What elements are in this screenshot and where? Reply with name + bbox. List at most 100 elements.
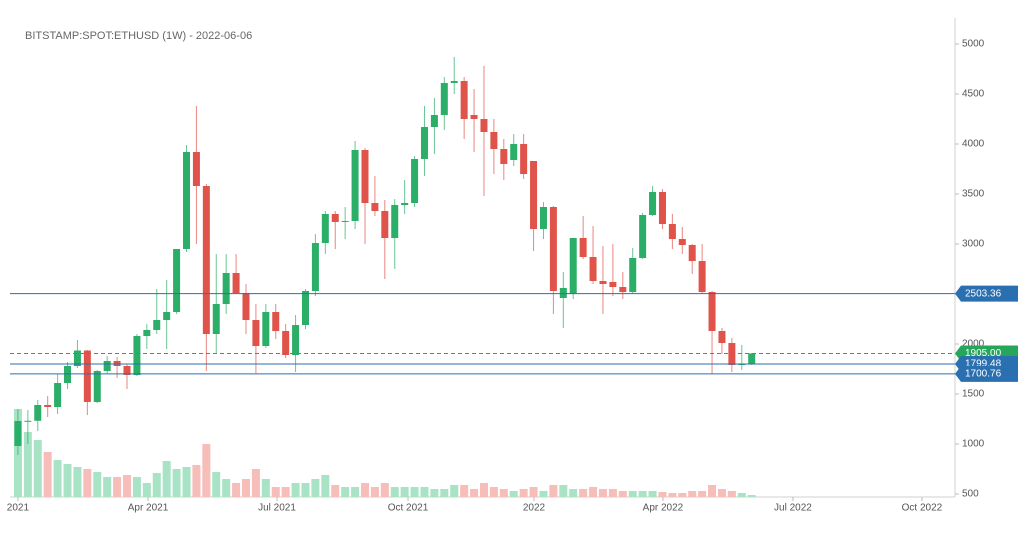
volume-bar — [569, 489, 578, 497]
candle-body — [143, 330, 151, 336]
candle-body — [649, 192, 657, 215]
candle-body — [83, 350, 91, 402]
candle-body — [470, 115, 478, 119]
candle-body — [282, 331, 290, 355]
volume-bar — [499, 489, 508, 497]
candle-body — [490, 132, 498, 149]
candle-body — [569, 238, 577, 294]
candle-body — [639, 215, 647, 258]
volume-bar — [658, 492, 667, 497]
candle-body — [64, 366, 72, 383]
candle-body — [530, 161, 538, 229]
volume-bar — [509, 491, 518, 497]
x-tick-label: Apr 2021 — [128, 503, 169, 514]
candle-body — [321, 214, 329, 243]
volume-bar — [420, 487, 429, 497]
volume-bar — [747, 495, 756, 497]
candle-body — [232, 273, 240, 293]
y-tick-label: 1000 — [962, 439, 985, 450]
candle-body — [103, 361, 111, 371]
volume-bar — [390, 487, 399, 497]
volume-bar — [360, 483, 369, 497]
candle-body — [629, 258, 637, 292]
volume-bar — [43, 452, 52, 497]
volume-bar — [608, 489, 617, 497]
candle-body — [252, 320, 260, 346]
candle-body — [44, 405, 52, 407]
candle-body — [480, 119, 488, 132]
y-tick-label: 5000 — [962, 39, 985, 50]
candle-body — [361, 150, 369, 203]
level-tag — [955, 285, 1018, 302]
volume-bar — [291, 483, 300, 497]
volume-bar — [489, 487, 498, 497]
candle-body — [381, 211, 389, 238]
volume-bar — [737, 493, 746, 497]
candle-body — [163, 312, 171, 320]
candle-body — [450, 81, 458, 83]
candle-body — [222, 273, 230, 304]
x-tick-label: Oct 2021 — [388, 503, 429, 514]
x-tick-label: Jul 2021 — [258, 503, 296, 514]
candle-body — [708, 292, 716, 331]
volume-bar — [172, 469, 181, 497]
candle-body — [460, 81, 468, 119]
candle-body — [748, 353, 756, 364]
volume-bar — [251, 469, 260, 497]
volume-bar — [113, 477, 122, 497]
volume-bar — [152, 473, 161, 497]
candle-body — [440, 83, 448, 115]
volume-bar — [103, 477, 112, 497]
volume-bar — [618, 491, 627, 497]
candle-body — [510, 144, 518, 160]
x-tick-label: Apr 2022 — [643, 503, 684, 514]
candle-body — [242, 293, 250, 320]
volume-bar — [470, 489, 479, 497]
volume-bar — [241, 479, 250, 497]
candle-body — [173, 249, 181, 312]
candle-body — [520, 144, 528, 174]
candle-body — [212, 304, 220, 334]
volume-bar — [430, 489, 439, 497]
volume-bar — [698, 491, 707, 497]
y-tick-label: 3500 — [962, 189, 985, 200]
candle-body — [589, 257, 597, 281]
candle-body — [24, 420, 32, 422]
y-tick-label: 2000 — [962, 339, 985, 350]
volume-bar — [142, 483, 151, 497]
level-label: 2503.36 — [965, 288, 1002, 299]
volume-bar — [83, 469, 92, 497]
y-tick-label: 4500 — [962, 89, 985, 100]
volume-bar — [261, 479, 270, 497]
volume-bar — [53, 460, 62, 497]
volume-bar — [321, 475, 330, 497]
candle-body — [559, 288, 567, 298]
candle-body — [420, 127, 428, 159]
candle-body — [14, 421, 22, 446]
volume-bar — [33, 440, 42, 497]
volume-bar — [688, 491, 697, 497]
candle-body — [371, 203, 379, 211]
level-label: 1905.00 — [965, 348, 1002, 359]
candle-body — [698, 261, 706, 292]
volume-bar — [93, 472, 102, 497]
volume-bar — [440, 489, 449, 497]
volume-bar — [63, 464, 72, 497]
volume-bar — [380, 483, 389, 497]
volume-bar — [479, 483, 488, 497]
volume-bar — [638, 491, 647, 497]
volume-bar — [678, 493, 687, 497]
volume-bar — [301, 483, 310, 497]
candle-body — [331, 214, 339, 222]
y-tick-label: 500 — [962, 489, 979, 500]
level-label: 1799.48 — [965, 359, 1002, 370]
candle-body — [93, 371, 101, 402]
volume-bar — [331, 485, 340, 497]
candle-body — [262, 312, 270, 346]
x-tick-label: Oct 2022 — [902, 503, 943, 514]
candle-body — [113, 361, 121, 366]
candle-body — [609, 282, 617, 287]
candle-body — [73, 350, 81, 366]
candle-body — [401, 203, 409, 205]
volume-bar — [192, 465, 201, 497]
